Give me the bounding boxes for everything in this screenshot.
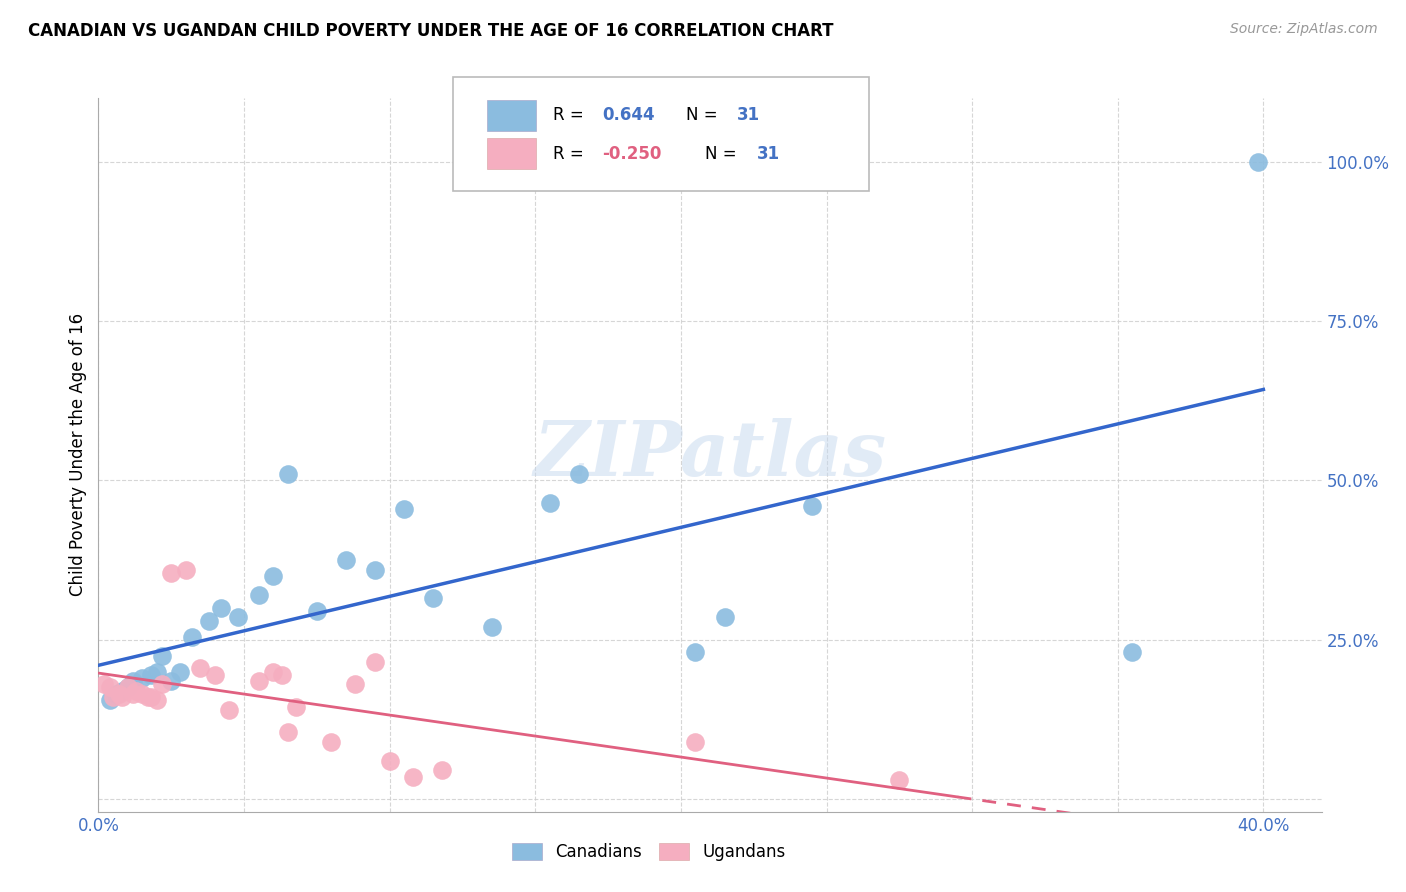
Point bbox=[481, 620, 503, 634]
Point bbox=[262, 665, 284, 679]
FancyBboxPatch shape bbox=[488, 138, 536, 169]
Point bbox=[713, 610, 735, 624]
Point bbox=[122, 687, 145, 701]
Point bbox=[430, 764, 453, 778]
Point bbox=[131, 687, 153, 701]
Text: 31: 31 bbox=[756, 145, 780, 162]
Point bbox=[285, 699, 308, 714]
Point bbox=[145, 693, 167, 707]
Point bbox=[209, 600, 232, 615]
Point bbox=[364, 655, 387, 669]
Point bbox=[343, 677, 366, 691]
Point bbox=[218, 703, 240, 717]
Text: N =: N = bbox=[706, 145, 742, 162]
Text: N =: N = bbox=[686, 106, 723, 124]
Point bbox=[538, 496, 561, 510]
Point bbox=[277, 467, 299, 481]
Point bbox=[152, 677, 174, 691]
Point bbox=[122, 674, 145, 689]
Point bbox=[198, 614, 221, 628]
Point bbox=[93, 677, 115, 691]
FancyBboxPatch shape bbox=[453, 77, 869, 191]
Text: CANADIAN VS UGANDAN CHILD POVERTY UNDER THE AGE OF 16 CORRELATION CHART: CANADIAN VS UGANDAN CHILD POVERTY UNDER … bbox=[28, 22, 834, 40]
Point bbox=[270, 667, 294, 681]
Point bbox=[321, 734, 343, 748]
Point bbox=[104, 687, 127, 701]
Point bbox=[117, 681, 139, 695]
Point bbox=[262, 569, 284, 583]
Point bbox=[174, 563, 197, 577]
Point bbox=[169, 665, 191, 679]
Point bbox=[98, 681, 121, 695]
Text: ZIPatlas: ZIPatlas bbox=[533, 418, 887, 491]
Point bbox=[152, 648, 174, 663]
Text: 31: 31 bbox=[737, 106, 761, 124]
Point bbox=[101, 690, 124, 704]
Point bbox=[402, 770, 425, 784]
Point bbox=[335, 553, 357, 567]
Point bbox=[139, 667, 162, 681]
Point bbox=[117, 681, 139, 695]
Point bbox=[422, 591, 444, 606]
Point bbox=[247, 588, 270, 602]
Text: 0.644: 0.644 bbox=[602, 106, 655, 124]
Point bbox=[685, 734, 707, 748]
Point bbox=[364, 563, 387, 577]
Point bbox=[111, 683, 134, 698]
Point bbox=[889, 772, 911, 787]
Point bbox=[378, 754, 401, 768]
Point bbox=[226, 610, 249, 624]
Text: Source: ZipAtlas.com: Source: ZipAtlas.com bbox=[1230, 22, 1378, 37]
Point bbox=[180, 630, 202, 644]
Text: -0.250: -0.250 bbox=[602, 145, 662, 162]
Point bbox=[108, 687, 131, 701]
FancyBboxPatch shape bbox=[488, 100, 536, 131]
Point bbox=[139, 690, 162, 704]
Point bbox=[188, 661, 212, 675]
Point bbox=[1246, 154, 1268, 169]
Text: R =: R = bbox=[554, 106, 589, 124]
Point bbox=[98, 693, 121, 707]
Point bbox=[685, 645, 707, 659]
Point bbox=[136, 690, 159, 704]
Point bbox=[392, 502, 416, 516]
Y-axis label: Child Poverty Under the Age of 16: Child Poverty Under the Age of 16 bbox=[69, 313, 87, 597]
Point bbox=[277, 725, 299, 739]
Point bbox=[160, 674, 183, 689]
Point bbox=[160, 566, 183, 580]
Point bbox=[305, 604, 328, 618]
Point bbox=[131, 671, 153, 685]
Point bbox=[247, 674, 270, 689]
Point bbox=[204, 667, 226, 681]
Point bbox=[568, 467, 591, 481]
Point bbox=[801, 499, 824, 513]
Point bbox=[1121, 645, 1143, 659]
Legend: Canadians, Ugandans: Canadians, Ugandans bbox=[506, 836, 792, 868]
Text: R =: R = bbox=[554, 145, 589, 162]
Point bbox=[111, 690, 134, 704]
Point bbox=[145, 665, 167, 679]
Point bbox=[125, 683, 148, 698]
